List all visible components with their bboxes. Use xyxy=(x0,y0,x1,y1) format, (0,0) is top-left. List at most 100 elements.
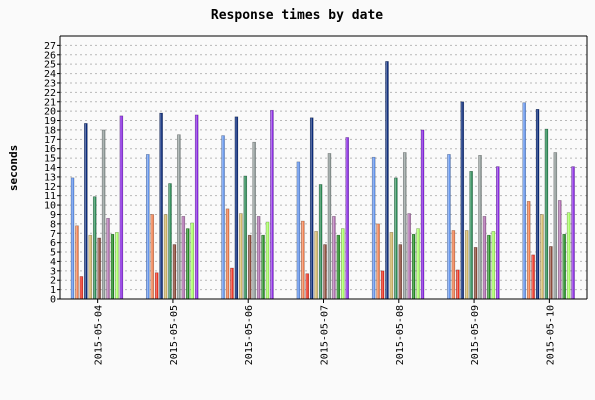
bar-highlight xyxy=(328,153,330,299)
bar-highlight xyxy=(120,116,122,299)
y-tick-label: 6 xyxy=(50,238,56,249)
bar-highlight xyxy=(107,218,109,299)
bar-highlight xyxy=(306,274,308,299)
y-tick-label: 11 xyxy=(44,191,56,202)
bar-highlight xyxy=(394,178,397,299)
y-tick-label: 26 xyxy=(44,50,56,61)
y-ticks: 0123456789101112131415161718192021222324… xyxy=(44,41,60,306)
chart-title: Response times by date xyxy=(211,8,383,23)
bar-highlight xyxy=(151,214,153,299)
bar-highlight xyxy=(262,235,264,299)
bar-highlight xyxy=(266,222,268,299)
bar-highlight xyxy=(479,155,481,299)
bar-highlight xyxy=(332,216,335,299)
bar-highlight xyxy=(527,201,529,299)
bar-highlight xyxy=(257,216,259,299)
y-tick-label: 8 xyxy=(50,219,56,230)
bar-highlight xyxy=(403,152,405,299)
bar-highlight xyxy=(572,167,574,299)
bar-highlight xyxy=(222,136,224,299)
bar-highlight xyxy=(474,247,476,299)
bar-highlight xyxy=(80,276,82,299)
bar-highlight xyxy=(248,235,250,299)
y-tick-label: 14 xyxy=(44,163,56,174)
y-tick-label: 20 xyxy=(44,107,56,118)
bar-highlight xyxy=(554,152,556,299)
bar-highlight xyxy=(244,176,246,299)
bar-highlight xyxy=(84,123,86,299)
y-tick-label: 25 xyxy=(44,60,56,71)
y-tick-label: 23 xyxy=(44,78,56,89)
bar-highlight xyxy=(492,231,494,299)
bar-highlight xyxy=(465,230,467,299)
bar-highlight xyxy=(231,268,233,299)
bar-highlight xyxy=(160,113,162,299)
bar-highlight xyxy=(164,214,166,299)
y-tick-label: 13 xyxy=(44,172,56,183)
y-tick-label: 16 xyxy=(44,144,56,155)
bar-highlight xyxy=(545,129,547,299)
bar-highlight xyxy=(301,221,303,299)
bars xyxy=(70,61,575,300)
bar-highlight xyxy=(452,230,454,299)
bar-highlight xyxy=(191,223,193,299)
bar-highlight xyxy=(71,178,73,299)
x-ticks: 2015-05-04 2015-05-05 2015-05-06 2015-05-07… xyxy=(94,299,556,365)
x-tick-label: 2015-05-05 xyxy=(169,305,180,365)
bar-highlight xyxy=(89,235,91,299)
x-tick-label: 2015-05-09 xyxy=(470,305,481,365)
y-tick-label: 7 xyxy=(50,229,56,240)
bar-highlight xyxy=(186,229,188,299)
y-tick-label: 27 xyxy=(44,41,56,52)
y-tick-label: 10 xyxy=(44,201,56,212)
x-tick-label: 2015-05-07 xyxy=(320,305,331,365)
bar-highlight xyxy=(372,157,374,299)
y-tick-label: 1 xyxy=(50,285,56,296)
y-tick-label: 19 xyxy=(44,116,56,127)
bar-highlight xyxy=(523,103,525,299)
bar-highlight xyxy=(319,184,321,299)
y-tick-label: 17 xyxy=(44,135,56,146)
y-axis-label: seconds xyxy=(7,145,20,191)
y-tick-label: 9 xyxy=(50,210,56,221)
x-tick-label: 2015-05-06 xyxy=(244,305,255,365)
bar-highlight xyxy=(567,213,569,299)
bar-highlight xyxy=(146,154,148,299)
bar-highlight xyxy=(173,245,175,299)
bar-highlight xyxy=(235,117,237,299)
y-tick-label: 12 xyxy=(44,182,56,193)
bar-highlight xyxy=(169,183,171,299)
bar-highlight xyxy=(377,224,379,299)
bar-highlight xyxy=(76,226,78,299)
bar-highlight xyxy=(390,232,392,299)
bar-highlight xyxy=(417,229,419,299)
bar-highlight xyxy=(315,231,317,299)
bar-highlight xyxy=(116,232,118,299)
bar-highlight xyxy=(195,115,197,299)
y-tick-label: 15 xyxy=(44,154,56,165)
x-tick-label: 2015-05-10 xyxy=(545,305,556,365)
bar-highlight xyxy=(182,216,184,299)
bar-highlight xyxy=(155,273,157,299)
y-tick-label: 21 xyxy=(44,97,56,108)
bar-highlight xyxy=(297,162,299,299)
bar-highlight xyxy=(461,102,463,299)
bar-highlight xyxy=(549,246,552,299)
bar-highlight xyxy=(487,235,490,299)
bar-highlight xyxy=(470,171,472,299)
y-tick-label: 3 xyxy=(50,266,56,277)
bar-highlight xyxy=(111,234,113,299)
bar-highlight xyxy=(456,270,458,299)
bar-highlight xyxy=(271,110,273,299)
bar-highlight xyxy=(421,130,423,299)
bar-highlight xyxy=(226,209,228,299)
y-tick-label: 2 xyxy=(50,276,56,287)
y-tick-label: 22 xyxy=(44,88,56,99)
bar-highlight xyxy=(93,197,95,299)
bar-highlight xyxy=(408,214,410,299)
bar-highlight xyxy=(558,200,560,299)
bar-highlight xyxy=(324,245,326,299)
bar-highlight xyxy=(448,154,450,299)
bar-highlight xyxy=(399,245,401,299)
